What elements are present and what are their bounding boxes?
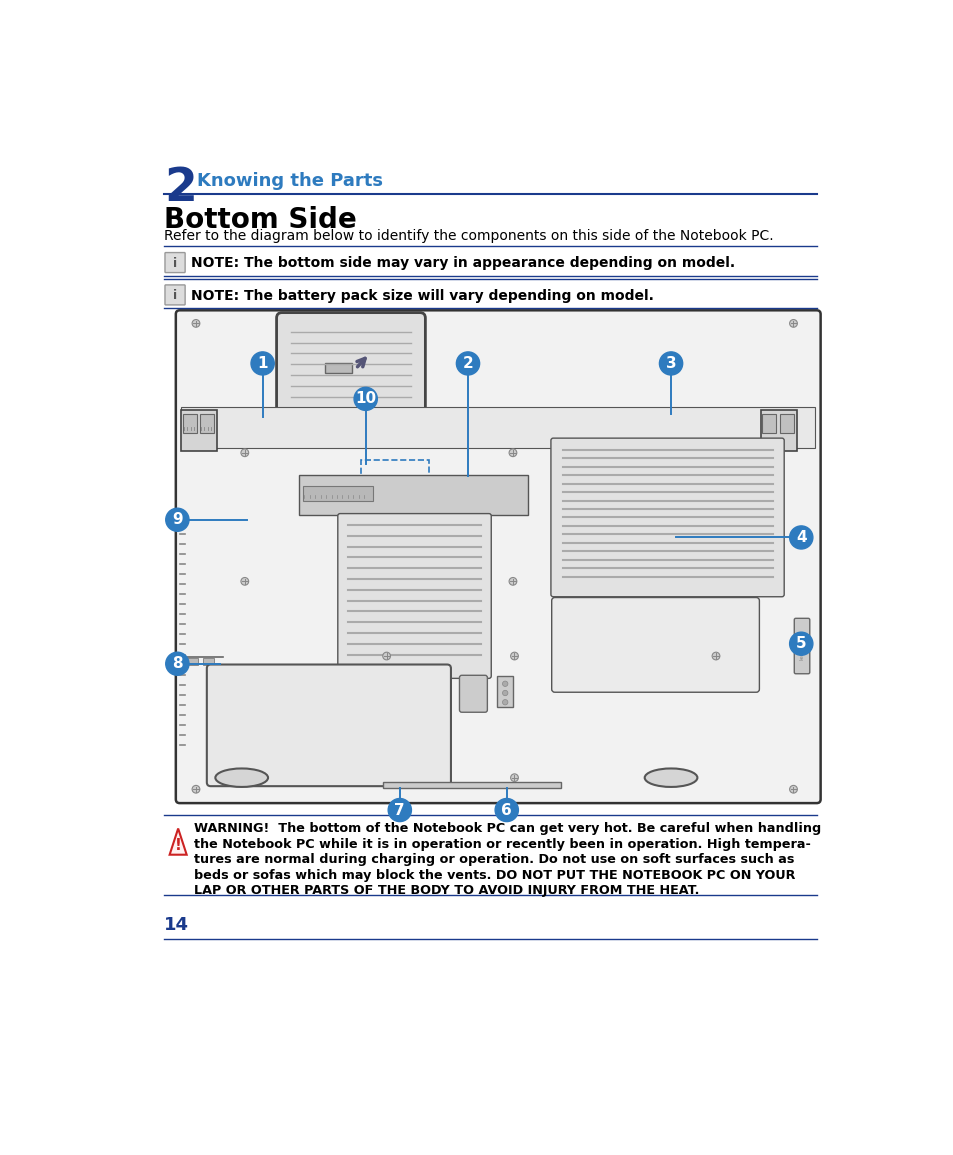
Text: NOTE: The battery pack size will vary depending on model.: NOTE: The battery pack size will vary de… <box>191 289 653 303</box>
Text: NOTE: The bottom side may vary in appearance depending on model.: NOTE: The bottom side may vary in appear… <box>191 256 734 270</box>
Text: tures are normal during charging or operation. Do not use on soft surfaces such : tures are normal during charging or oper… <box>194 854 794 866</box>
Circle shape <box>510 774 517 782</box>
Text: 6: 6 <box>501 803 512 818</box>
Bar <box>298 475 527 515</box>
Circle shape <box>354 387 377 410</box>
Bar <box>761 415 776 433</box>
Circle shape <box>166 653 189 676</box>
Text: 2: 2 <box>164 165 197 210</box>
Text: 9: 9 <box>172 513 182 527</box>
Bar <box>199 415 213 433</box>
FancyBboxPatch shape <box>551 597 759 692</box>
Circle shape <box>192 320 199 327</box>
Bar <box>183 415 196 433</box>
FancyBboxPatch shape <box>165 253 185 273</box>
Text: 8: 8 <box>172 656 182 671</box>
Ellipse shape <box>215 768 268 787</box>
Circle shape <box>495 798 517 821</box>
Bar <box>382 782 560 788</box>
Circle shape <box>502 681 507 686</box>
Circle shape <box>502 700 507 705</box>
Circle shape <box>241 449 249 456</box>
Text: LAP OR OTHER PARTS OF THE BODY TO AVOID INJURY FROM THE HEAT.: LAP OR OTHER PARTS OF THE BODY TO AVOID … <box>194 884 700 897</box>
Ellipse shape <box>644 768 697 787</box>
Bar <box>203 658 213 664</box>
Circle shape <box>251 352 274 375</box>
Text: 10: 10 <box>355 392 375 407</box>
Text: 14: 14 <box>164 916 189 934</box>
Text: the Notebook PC while it is in operation or recently been in operation. High tem: the Notebook PC while it is in operation… <box>194 837 810 851</box>
Text: i: i <box>172 256 177 270</box>
FancyBboxPatch shape <box>459 676 487 713</box>
Circle shape <box>166 508 189 531</box>
Circle shape <box>382 653 390 660</box>
Text: kensington: kensington <box>799 633 803 660</box>
Circle shape <box>711 653 720 660</box>
Text: Knowing the Parts: Knowing the Parts <box>196 172 382 191</box>
Text: 3: 3 <box>665 356 676 371</box>
FancyBboxPatch shape <box>175 311 820 803</box>
FancyBboxPatch shape <box>276 313 425 422</box>
Text: !: ! <box>174 839 181 852</box>
Circle shape <box>789 526 812 549</box>
FancyBboxPatch shape <box>207 664 451 787</box>
Circle shape <box>509 449 517 456</box>
Circle shape <box>502 691 507 695</box>
FancyBboxPatch shape <box>794 618 809 673</box>
Text: beds or sofas which may block the vents. DO NOT PUT THE NOTEBOOK PC ON YOUR: beds or sofas which may block the vents.… <box>194 869 795 881</box>
Text: 2: 2 <box>462 356 473 371</box>
Bar <box>497 676 513 707</box>
Polygon shape <box>170 828 187 855</box>
Circle shape <box>789 785 797 793</box>
Text: WARNING!  The bottom of the Notebook PC can get very hot. Be careful when handli: WARNING! The bottom of the Notebook PC c… <box>194 822 821 835</box>
Text: 7: 7 <box>395 803 405 818</box>
Text: Bottom Side: Bottom Side <box>164 207 356 234</box>
Circle shape <box>192 785 199 793</box>
Text: 1: 1 <box>257 356 268 371</box>
Text: 5: 5 <box>795 636 805 651</box>
Circle shape <box>510 653 517 660</box>
Circle shape <box>509 578 517 586</box>
Text: Refer to the diagram below to identify the components on this side of the Notebo: Refer to the diagram below to identify t… <box>164 230 773 244</box>
Circle shape <box>241 578 249 586</box>
Circle shape <box>789 320 797 327</box>
Bar <box>760 410 796 452</box>
Bar <box>324 363 352 373</box>
Bar <box>187 658 198 664</box>
Circle shape <box>789 632 812 655</box>
FancyBboxPatch shape <box>337 514 491 678</box>
Bar <box>779 415 793 433</box>
Circle shape <box>659 352 682 375</box>
Text: i: i <box>172 289 177 303</box>
FancyBboxPatch shape <box>550 438 783 597</box>
Circle shape <box>388 798 411 821</box>
Bar <box>181 407 815 448</box>
Bar <box>181 410 216 452</box>
Circle shape <box>456 352 479 375</box>
Bar <box>303 486 373 501</box>
Text: 4: 4 <box>795 530 805 545</box>
Bar <box>360 461 429 493</box>
FancyBboxPatch shape <box>165 285 185 305</box>
